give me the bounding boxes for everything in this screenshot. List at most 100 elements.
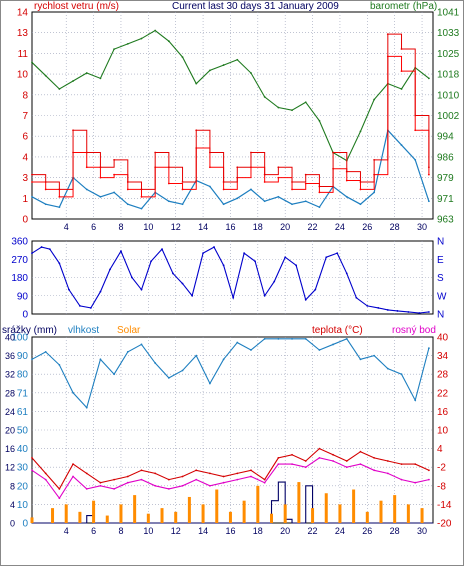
humidity-point <box>263 337 266 340</box>
solar-bar <box>30 517 34 523</box>
wind-average-point <box>318 206 321 209</box>
wind-direction-point <box>40 246 43 248</box>
wind-average-point <box>414 158 417 161</box>
humidity-y-tick-label: 80 <box>17 370 29 381</box>
humidity-point <box>332 343 334 346</box>
solar-bar <box>324 493 328 523</box>
humidity-point <box>304 337 307 340</box>
rain-y-axis: 0 4 8 12 16 20 24 28 32 36 40 <box>5 333 15 529</box>
wind-direction-point <box>427 311 430 313</box>
pressure-y-tick-label: 971 <box>437 194 454 205</box>
x-tick-label: 18 <box>253 222 263 232</box>
wind-gust-point <box>373 158 376 161</box>
wind-gust-point <box>359 181 362 183</box>
temperature-point <box>154 472 157 475</box>
temperature-point <box>400 463 403 465</box>
x-tick-label: 24 <box>335 526 345 536</box>
temperature-point <box>332 453 334 456</box>
pressure-point <box>85 72 88 74</box>
dewpoint-point <box>345 466 348 469</box>
solar-bar <box>283 504 287 523</box>
rain-y-tick-label: 32 <box>5 370 15 380</box>
wind-direction-point <box>150 260 152 263</box>
dewpoint-point <box>44 478 47 481</box>
x-tick-label: 12 <box>171 526 181 536</box>
x-tick-label: 4 <box>64 222 69 232</box>
chart-title: Current last 30 days 31 January 2009 <box>172 1 339 12</box>
humidity-y-tick-label: 30 <box>17 463 29 474</box>
wind-speed-point <box>44 188 47 191</box>
temperature-point <box>318 447 321 450</box>
wind-gust-point <box>236 166 239 169</box>
x-tick-label: 10 <box>143 526 153 536</box>
pressure-point <box>181 56 184 59</box>
temperature-point <box>99 481 102 484</box>
wind-average-point <box>427 200 430 203</box>
pressure-point <box>400 88 403 90</box>
solar-bar <box>420 508 424 523</box>
humidity-x-axis: 4 6 8 10 12 14 16 18 20 22 24 26 28 30 <box>64 526 427 536</box>
dewpoint-point <box>140 478 143 481</box>
wind-y-tick-label: 1 <box>22 194 28 205</box>
x-tick-label: 28 <box>390 526 400 536</box>
wind-speed-point <box>113 173 116 176</box>
wind-average-point <box>400 144 403 146</box>
wind-y-tick-label: 10 <box>17 70 29 81</box>
wind-gust-point <box>126 181 129 183</box>
wind-speed-point <box>99 176 102 179</box>
pressure-point <box>277 106 280 109</box>
compass-tick-label: S <box>437 273 444 284</box>
temperature-y-axis: -20 -14 -8 -2 4 10 16 22 28 34 40 <box>437 333 452 530</box>
temperature-line <box>31 447 430 490</box>
temperature-point <box>236 472 239 475</box>
pressure-line <box>31 29 430 162</box>
humidity-point <box>250 349 252 351</box>
wind-average-point <box>359 203 362 206</box>
wind-direction-point <box>355 296 358 299</box>
pressure-y-tick-label: 1002 <box>437 111 460 122</box>
dewpoint-point <box>99 484 102 487</box>
wind-axis-title: rychlost vetru (m/s) <box>34 1 119 12</box>
wind-average-point <box>85 188 88 191</box>
temperature-point <box>195 469 198 472</box>
humidity-temp-series <box>30 337 433 524</box>
dewpoint-point <box>167 488 170 490</box>
humidity-y-tick-label: 71 <box>17 388 29 399</box>
wind-gust-point <box>291 181 293 183</box>
wind-direction-point <box>295 264 298 267</box>
humidity-point <box>99 358 102 361</box>
x-tick-label: 6 <box>91 526 96 536</box>
dewpoint-point <box>113 488 116 490</box>
x-tick-label: 30 <box>417 526 427 536</box>
wind-average-point <box>263 200 266 203</box>
wind-direction-point <box>202 252 204 255</box>
wind-direction-point <box>386 309 389 311</box>
wind-gust-point <box>222 181 225 183</box>
dewpoint-point <box>58 497 61 500</box>
x-tick-label: 16 <box>225 222 235 232</box>
wind-direction-point <box>161 248 163 251</box>
wind-gust-point <box>345 170 348 173</box>
wind-direction-point <box>263 294 266 297</box>
x-tick-label: 6 <box>91 222 96 232</box>
pressure-point <box>373 98 376 101</box>
wind-speed-point <box>345 179 348 182</box>
wind-direction-point <box>89 307 92 309</box>
pressure-axis-title: barometr (hPa) <box>370 1 437 12</box>
wind-gust-point <box>140 188 143 191</box>
wind-average-point <box>304 200 307 203</box>
dewpoint-point <box>291 463 293 465</box>
wind-direction-point <box>254 260 256 263</box>
wind-average-point <box>222 203 225 206</box>
wind-direction-point <box>243 252 246 255</box>
wind-gust-point <box>400 48 403 50</box>
wind-speed-point <box>58 195 61 198</box>
wind-speed-point <box>85 166 88 169</box>
humidity-point <box>209 382 211 385</box>
wind-gust-point <box>99 166 102 169</box>
wind-direction-point <box>407 311 410 313</box>
wind-direction-point <box>140 288 143 291</box>
wind-direction-point <box>79 304 81 307</box>
temperature-point <box>359 450 362 453</box>
